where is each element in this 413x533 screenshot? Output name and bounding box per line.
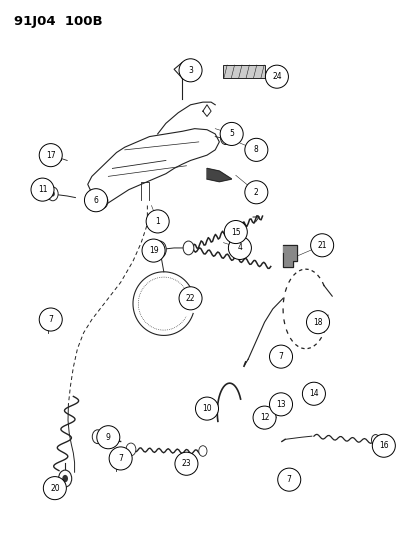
Text: 15: 15 xyxy=(230,228,240,237)
Ellipse shape xyxy=(178,59,202,82)
Text: 6: 6 xyxy=(93,196,98,205)
Text: 22: 22 xyxy=(185,294,195,303)
Ellipse shape xyxy=(43,477,66,499)
Text: 13: 13 xyxy=(275,400,285,409)
Circle shape xyxy=(92,430,103,443)
Text: 21: 21 xyxy=(317,241,326,250)
Text: 16: 16 xyxy=(378,441,388,450)
Circle shape xyxy=(100,198,104,205)
Ellipse shape xyxy=(39,308,62,331)
Text: 10: 10 xyxy=(202,404,211,413)
Ellipse shape xyxy=(220,123,242,146)
Circle shape xyxy=(126,443,135,456)
Text: 1: 1 xyxy=(155,217,160,226)
Ellipse shape xyxy=(252,406,275,429)
Text: 19: 19 xyxy=(148,246,158,255)
Text: 8: 8 xyxy=(253,146,258,155)
Circle shape xyxy=(255,415,265,427)
Text: 14: 14 xyxy=(309,389,318,398)
Circle shape xyxy=(198,446,206,456)
Ellipse shape xyxy=(142,239,165,262)
Ellipse shape xyxy=(371,434,394,457)
Bar xyxy=(44,317,52,325)
Ellipse shape xyxy=(175,452,197,475)
Bar xyxy=(223,65,264,78)
Text: 17: 17 xyxy=(46,151,55,160)
Ellipse shape xyxy=(39,143,62,167)
Ellipse shape xyxy=(306,311,329,334)
Circle shape xyxy=(47,187,58,201)
Ellipse shape xyxy=(265,65,288,88)
Circle shape xyxy=(62,475,68,482)
Circle shape xyxy=(157,246,162,253)
Text: 9: 9 xyxy=(106,433,110,442)
Text: 23: 23 xyxy=(181,459,191,469)
Circle shape xyxy=(183,241,193,255)
Text: 7: 7 xyxy=(118,454,123,463)
Circle shape xyxy=(270,405,278,415)
Ellipse shape xyxy=(178,287,202,310)
Text: 7: 7 xyxy=(286,475,291,484)
Ellipse shape xyxy=(84,189,107,212)
Ellipse shape xyxy=(97,426,119,449)
Ellipse shape xyxy=(269,345,292,368)
Ellipse shape xyxy=(244,181,267,204)
Ellipse shape xyxy=(277,468,300,491)
Circle shape xyxy=(220,132,230,144)
Circle shape xyxy=(370,434,379,445)
Ellipse shape xyxy=(31,178,54,201)
Bar xyxy=(51,151,61,160)
Ellipse shape xyxy=(224,221,247,244)
Ellipse shape xyxy=(195,397,218,420)
Ellipse shape xyxy=(310,234,333,257)
Text: 20: 20 xyxy=(50,483,59,492)
Ellipse shape xyxy=(146,210,169,233)
Text: 5: 5 xyxy=(229,130,233,139)
Ellipse shape xyxy=(301,382,325,405)
Text: 3: 3 xyxy=(188,66,192,75)
Ellipse shape xyxy=(109,447,132,470)
Text: 18: 18 xyxy=(313,318,322,327)
Bar xyxy=(112,453,119,464)
Ellipse shape xyxy=(269,393,292,416)
Text: 12: 12 xyxy=(259,413,269,422)
Ellipse shape xyxy=(228,237,251,260)
Text: 24: 24 xyxy=(271,72,281,81)
Polygon shape xyxy=(282,245,297,266)
Text: 2: 2 xyxy=(253,188,258,197)
Text: 7: 7 xyxy=(48,315,53,324)
Ellipse shape xyxy=(244,139,267,161)
Circle shape xyxy=(51,191,55,197)
Text: 7: 7 xyxy=(278,352,283,361)
Circle shape xyxy=(153,241,166,258)
Text: 91J04  100B: 91J04 100B xyxy=(14,14,102,28)
Text: 4: 4 xyxy=(237,244,242,253)
Circle shape xyxy=(58,470,71,487)
Text: 11: 11 xyxy=(38,185,47,194)
Polygon shape xyxy=(206,168,231,182)
Circle shape xyxy=(96,194,108,209)
